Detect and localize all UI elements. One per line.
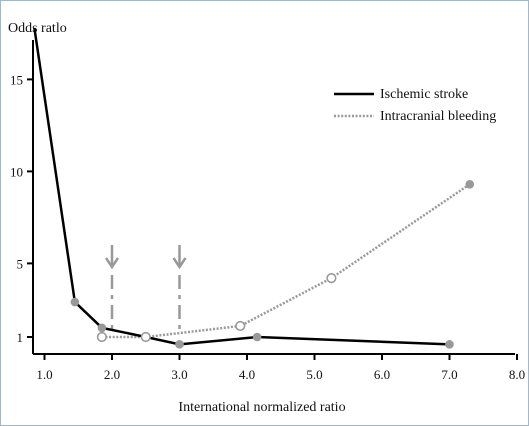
- x-axis-label: International normalized ratio: [178, 400, 345, 415]
- x-tick-label: 2.0: [104, 367, 120, 382]
- x-tick-label: 6.0: [374, 367, 390, 382]
- x-tick-label: 8.0: [509, 367, 525, 382]
- y-tick-label: 1: [17, 330, 24, 345]
- data-point-open: [235, 320, 246, 332]
- x-tick-label: 7.0: [441, 367, 457, 382]
- x-tick-label: 4.0: [239, 367, 255, 382]
- data-point: [252, 332, 262, 342]
- series-line: [33, 27, 450, 346]
- data-point-open: [140, 331, 151, 343]
- arrow-head: [104, 257, 120, 270]
- arrow-head: [172, 257, 187, 270]
- legend: Ischemic stroke Intracranial bleeding: [334, 87, 496, 124]
- data-point-open: [96, 331, 107, 343]
- data-point-open: [326, 273, 337, 284]
- y-tick-label: 15: [10, 72, 23, 87]
- x-tick-label: 3.0: [171, 367, 187, 382]
- data-point: [465, 179, 475, 189]
- series-group: [33, 27, 475, 349]
- y-axis-label: Odds ratlo: [8, 21, 67, 36]
- data-point: [445, 340, 454, 349]
- series-line: [101, 183, 471, 339]
- data-point: [97, 323, 107, 333]
- annotations: [104, 245, 187, 333]
- data-point: [175, 340, 184, 349]
- legend-label-ischemic-stroke: Ischemic stroke: [380, 87, 468, 102]
- y-tick-label: 5: [17, 256, 24, 271]
- x-ticks: 1.0 2.0 3.0 4.0 5.0 6.0 7.0 8.0: [36, 354, 525, 382]
- legend-label-intracranial-bleeding: Intracranial bleeding: [380, 109, 496, 124]
- x-tick-label: 5.0: [306, 367, 322, 382]
- y-tick-label: 10: [10, 164, 23, 179]
- data-point: [70, 297, 80, 307]
- x-tick-label: 1.0: [36, 367, 52, 382]
